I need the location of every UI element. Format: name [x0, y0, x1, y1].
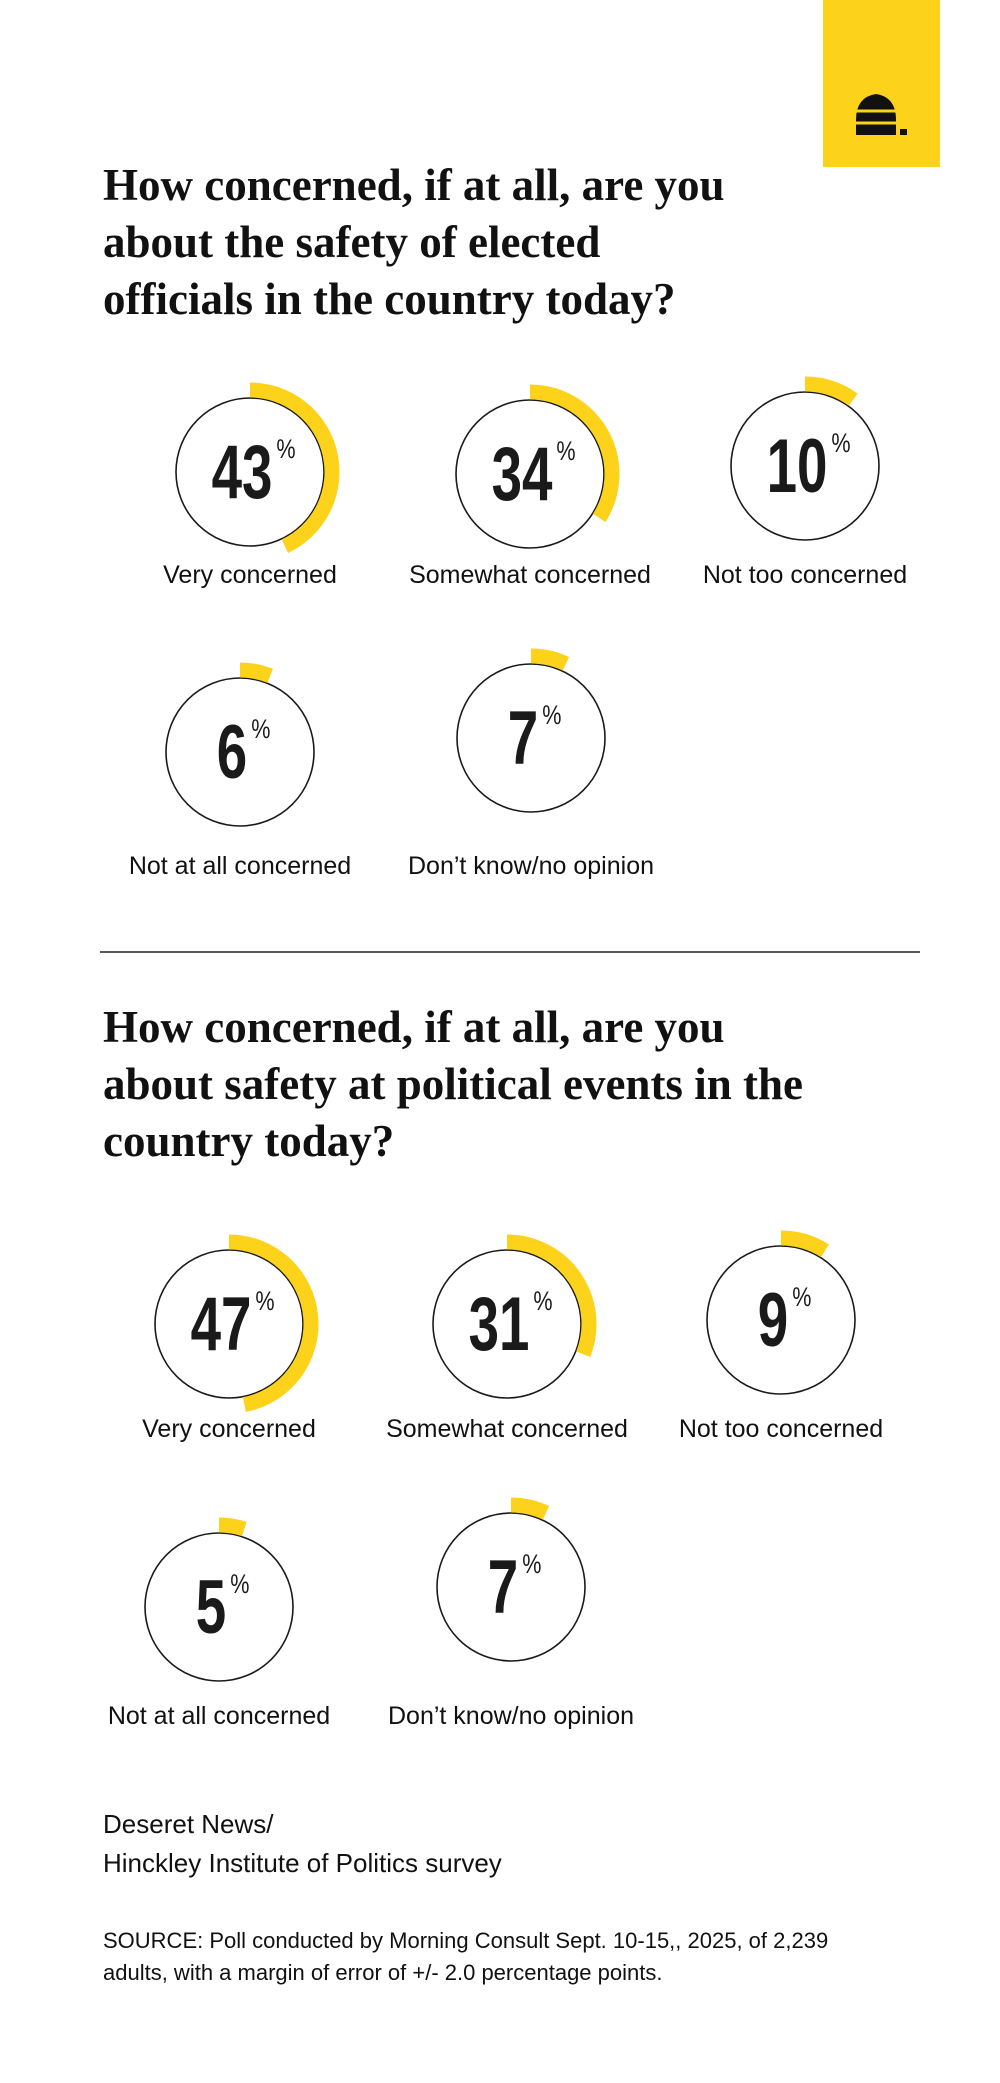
value-label: 31: [469, 1282, 530, 1367]
source-note: SOURCE: Poll conducted by Morning Consul…: [103, 1928, 828, 1953]
chart-title: officials in the country today?: [103, 274, 675, 324]
gauge-ring: [436, 1512, 586, 1662]
gauge-ring: [175, 397, 325, 547]
gauge-ring: [165, 677, 315, 827]
logo: [823, 0, 940, 167]
value-unit: %: [533, 1287, 552, 1317]
gauge-ring: [706, 1245, 856, 1395]
value-label: 47: [191, 1282, 252, 1367]
value-unit: %: [276, 435, 295, 465]
gauge-arc: [530, 648, 570, 671]
value-unit: %: [230, 1570, 249, 1600]
value-label: 43: [212, 430, 273, 515]
gauge-arc: [228, 1234, 319, 1412]
category-label: Somewhat concerned: [409, 561, 651, 589]
gauge-ring: [432, 1249, 582, 1399]
chart-title: about safety at political events in the: [103, 1059, 803, 1109]
gauge-arc: [510, 1497, 550, 1520]
gauge-ring: [144, 1532, 294, 1682]
category-label: Not too concerned: [679, 1415, 883, 1443]
gauge-arc: [529, 384, 620, 522]
value-label: 6: [217, 710, 247, 795]
gauge-ring: [730, 391, 880, 541]
gauge-arc: [804, 376, 858, 406]
value-unit: %: [792, 1283, 811, 1313]
credit: Hinckley Institute of Politics survey: [103, 1848, 502, 1878]
chart-title: country today?: [103, 1116, 394, 1166]
value-label: 10: [767, 424, 828, 509]
gauge-arc: [780, 1230, 829, 1258]
category-label: Very concerned: [142, 1415, 316, 1443]
value-unit: %: [831, 429, 850, 459]
category-label: Don’t know/no opinion: [408, 852, 654, 880]
value-unit: %: [556, 437, 575, 467]
value-label: 5: [196, 1565, 226, 1650]
value-unit: %: [542, 701, 561, 731]
logo-box: [823, 0, 940, 167]
value-label: 34: [492, 432, 553, 517]
value-label: 7: [508, 696, 538, 781]
logo-hive: [856, 94, 896, 135]
chart-title: How concerned, if at all, are you: [103, 160, 725, 210]
gauge-ring: [455, 399, 605, 549]
value-unit: %: [251, 715, 270, 745]
gauge-ring: [154, 1249, 304, 1399]
value-unit: %: [522, 1550, 541, 1580]
chart-title: about the safety of elected: [103, 217, 600, 267]
category-label: Somewhat concerned: [386, 1415, 628, 1443]
gauge-arc: [249, 382, 340, 553]
chart-title: How concerned, if at all, are you: [103, 1002, 725, 1052]
source-note: adults, with a margin of error of +/- 2.…: [103, 1960, 662, 1985]
gauge-arc: [239, 662, 273, 683]
credit: Deseret News/: [103, 1809, 274, 1839]
gauge-arc: [506, 1234, 597, 1357]
logo-dot: [900, 129, 907, 135]
category-label: Don’t know/no opinion: [388, 1702, 634, 1730]
gauge-ring: [456, 663, 606, 813]
value-unit: %: [255, 1287, 274, 1317]
gauge-arc: [218, 1517, 247, 1537]
category-label: Very concerned: [163, 561, 337, 589]
category-label: Not too concerned: [703, 561, 907, 589]
value-label: 7: [488, 1545, 518, 1630]
category-label: Not at all concerned: [108, 1702, 330, 1730]
category-label: Not at all concerned: [129, 852, 351, 880]
value-label: 9: [758, 1278, 788, 1363]
